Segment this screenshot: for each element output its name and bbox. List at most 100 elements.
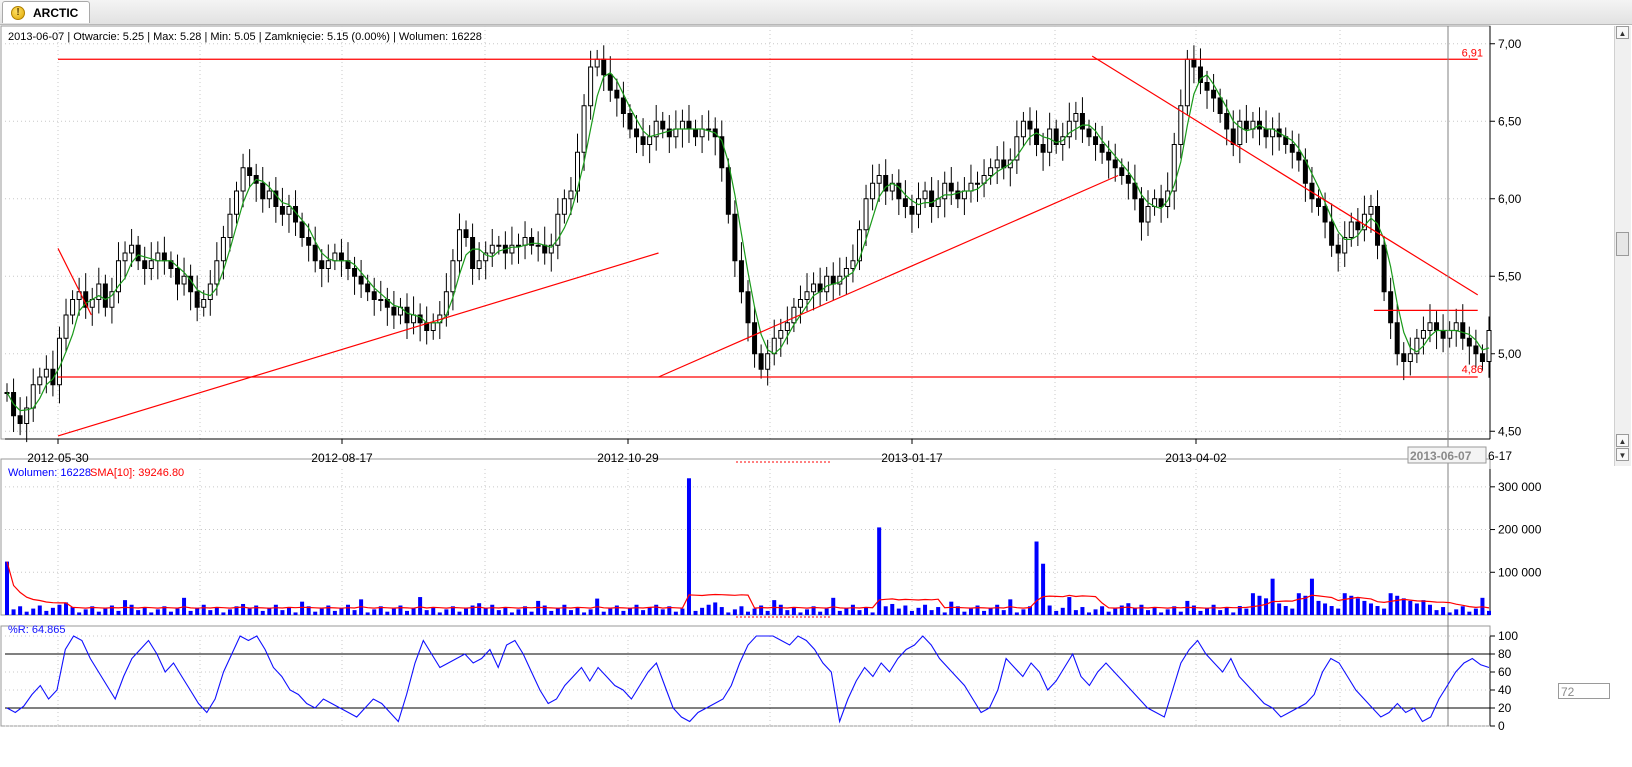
scroll-up-icon[interactable]: ▲ xyxy=(1616,26,1629,39)
volume-bar xyxy=(1447,612,1452,615)
candle xyxy=(1316,198,1322,207)
candle xyxy=(17,415,23,424)
y-tick-label: 5,50 xyxy=(1498,269,1522,283)
candle xyxy=(673,128,679,138)
candle xyxy=(850,260,856,269)
volume-bar xyxy=(1237,606,1242,615)
y-tick-label: 300 000 xyxy=(1498,480,1542,494)
volume-bar xyxy=(227,609,232,615)
volume-bar xyxy=(1231,612,1236,615)
candle xyxy=(1434,322,1440,331)
volume-bar xyxy=(339,607,344,615)
volume-bar xyxy=(273,604,278,615)
candle xyxy=(63,314,69,339)
candle xyxy=(620,97,626,114)
candle xyxy=(1034,128,1040,145)
volume-bar xyxy=(50,607,55,615)
scroll-thumb[interactable] xyxy=(1616,232,1629,256)
candle xyxy=(194,291,200,308)
candle xyxy=(37,376,43,386)
candle xyxy=(738,260,744,293)
cursor-date-box xyxy=(1407,446,1487,464)
candle xyxy=(1178,105,1184,145)
volume-bar xyxy=(1388,593,1393,615)
volume-bar xyxy=(503,607,508,615)
volume-bar xyxy=(929,610,934,615)
candle xyxy=(961,190,967,200)
volume-bar xyxy=(759,605,764,615)
candle xyxy=(1053,128,1059,145)
vertical-scrollbar[interactable]: ▲ ▲ ▼ xyxy=(1614,26,1631,466)
scroll-up-icon-lower[interactable]: ▲ xyxy=(1616,434,1629,447)
volume-bar xyxy=(1034,541,1039,615)
candle xyxy=(1217,97,1223,114)
volume-bar xyxy=(1060,607,1065,615)
volume-bar xyxy=(18,606,23,615)
volume-bar xyxy=(129,604,134,615)
volume-bar xyxy=(529,611,534,615)
candle xyxy=(942,182,948,200)
candle xyxy=(109,291,115,308)
candle xyxy=(214,260,220,285)
tab-label: ARCTIC xyxy=(33,6,79,20)
candle xyxy=(856,229,862,262)
volume-bar xyxy=(732,609,737,615)
volume-bar xyxy=(470,605,475,615)
volume-bar xyxy=(444,609,449,615)
volume-bar xyxy=(654,604,659,615)
volume-bar xyxy=(1487,610,1491,615)
candle xyxy=(634,128,640,138)
volume-bar xyxy=(634,604,639,615)
candle xyxy=(824,275,830,293)
volume-bar xyxy=(647,607,652,615)
candle xyxy=(647,136,653,145)
candle xyxy=(161,252,167,262)
volume-bar xyxy=(385,611,390,615)
volume-bar xyxy=(1126,603,1131,615)
candle xyxy=(515,244,521,247)
volume-bar xyxy=(77,612,82,615)
candle xyxy=(797,299,803,308)
volume-bar xyxy=(660,609,665,615)
candle xyxy=(135,244,141,262)
panel-frame xyxy=(0,458,1491,616)
volume-sma-title: SMA[10]: 39246.80 xyxy=(90,467,184,479)
volume-bar xyxy=(313,611,318,615)
candle xyxy=(1375,206,1381,246)
volume-bar xyxy=(109,605,114,615)
volume-bar xyxy=(811,606,816,615)
candle xyxy=(1158,198,1164,207)
candle xyxy=(1243,120,1249,130)
volume-bar xyxy=(1218,610,1223,615)
volume-bar xyxy=(1080,607,1085,615)
candle xyxy=(1204,82,1210,91)
tab-arctic[interactable]: ! ARCTIC xyxy=(2,1,90,23)
volume-bar xyxy=(608,608,613,615)
candle xyxy=(456,229,462,262)
volume-bar xyxy=(332,610,337,615)
candle xyxy=(240,167,246,192)
candle xyxy=(555,213,561,246)
volume-bar xyxy=(850,604,855,615)
candle xyxy=(1047,128,1053,153)
scroll-down-icon[interactable]: ▼ xyxy=(1616,448,1629,461)
volume-bar xyxy=(103,608,108,615)
candle xyxy=(529,237,535,246)
volume-bar xyxy=(64,602,69,615)
volume-bar xyxy=(326,605,331,615)
candle xyxy=(1237,120,1243,145)
wr-line xyxy=(6,635,1490,724)
candle xyxy=(1427,322,1433,331)
stock-chart[interactable]: 2012-05-30 2012-08-17 2012-10-29 2013-01-17… xyxy=(0,24,1612,767)
wr-title: %R: 64.865 xyxy=(8,624,65,636)
volume-bar xyxy=(509,612,514,615)
volume-bar xyxy=(372,609,377,615)
candle xyxy=(483,252,489,262)
candle xyxy=(568,190,574,200)
candle xyxy=(1479,353,1485,362)
candle xyxy=(1079,113,1085,130)
volume-bar xyxy=(247,608,252,615)
candle xyxy=(450,260,456,293)
volume-bar xyxy=(746,611,750,615)
volume-bar xyxy=(234,606,239,615)
